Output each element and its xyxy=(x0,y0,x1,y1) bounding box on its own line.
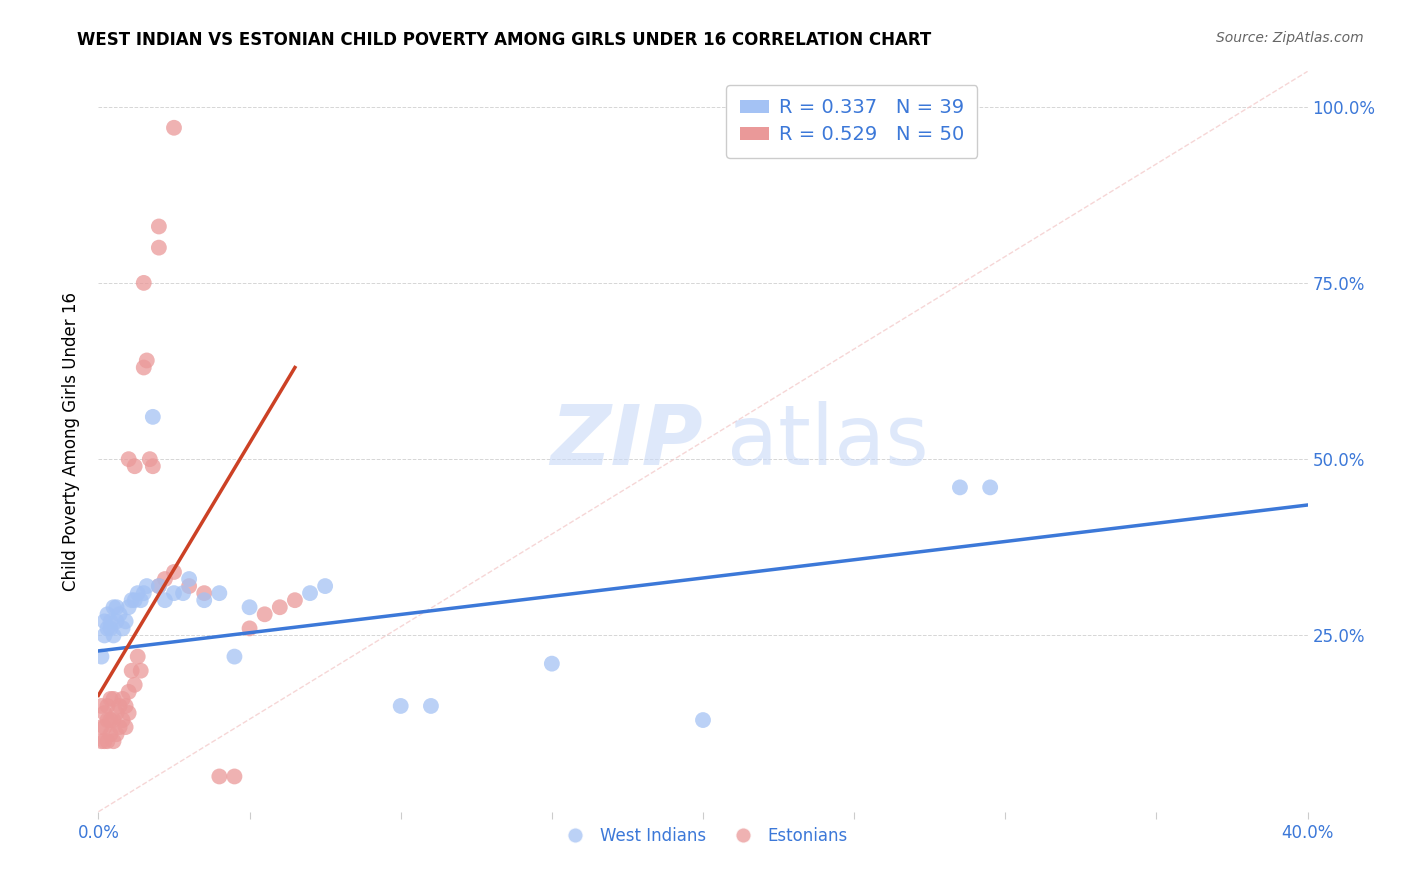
Point xyxy=(253,607,276,622)
Point xyxy=(96,698,118,713)
Point xyxy=(148,219,170,234)
Point xyxy=(208,586,231,600)
Point xyxy=(108,607,131,622)
Point xyxy=(114,698,136,713)
Point xyxy=(93,628,115,642)
Point xyxy=(90,720,112,734)
Point xyxy=(103,628,125,642)
Point xyxy=(179,572,201,586)
Point xyxy=(139,452,162,467)
Point xyxy=(172,586,194,600)
Point xyxy=(135,353,157,368)
Point xyxy=(118,706,141,720)
Point xyxy=(90,734,112,748)
Point xyxy=(121,593,143,607)
Point xyxy=(142,459,165,474)
Point xyxy=(105,727,128,741)
Point xyxy=(105,706,128,720)
Point xyxy=(121,664,143,678)
Text: ZIP: ZIP xyxy=(550,401,703,482)
Point xyxy=(127,586,149,600)
Point xyxy=(129,593,152,607)
Point xyxy=(96,621,118,635)
Point xyxy=(108,720,131,734)
Point xyxy=(103,692,125,706)
Point xyxy=(314,579,336,593)
Point xyxy=(224,769,246,783)
Point xyxy=(93,706,115,720)
Point xyxy=(100,713,122,727)
Point xyxy=(142,409,165,424)
Point xyxy=(118,685,141,699)
Point xyxy=(124,459,146,474)
Point xyxy=(127,649,149,664)
Point xyxy=(100,727,122,741)
Point xyxy=(103,713,125,727)
Point xyxy=(389,698,412,713)
Point xyxy=(96,607,118,622)
Point xyxy=(979,480,1001,494)
Point xyxy=(111,692,134,706)
Point xyxy=(124,678,146,692)
Point xyxy=(420,698,443,713)
Point xyxy=(163,586,186,600)
Point xyxy=(103,734,125,748)
Point xyxy=(239,621,262,635)
Point xyxy=(93,615,115,629)
Point xyxy=(100,615,122,629)
Point xyxy=(90,698,112,713)
Text: atlas: atlas xyxy=(727,401,929,482)
Point xyxy=(224,649,246,664)
Point xyxy=(148,579,170,593)
Point xyxy=(111,621,134,635)
Point xyxy=(269,600,291,615)
Point xyxy=(179,579,201,593)
Point xyxy=(118,452,141,467)
Legend: West Indians, Estonians: West Indians, Estonians xyxy=(551,820,855,852)
Point xyxy=(105,600,128,615)
Point xyxy=(148,241,170,255)
Point xyxy=(148,579,170,593)
Point xyxy=(129,664,152,678)
Point xyxy=(239,600,262,615)
Point xyxy=(208,769,231,783)
Point xyxy=(105,615,128,629)
Point xyxy=(299,586,322,600)
Point xyxy=(103,600,125,615)
Point xyxy=(100,692,122,706)
Point xyxy=(132,276,155,290)
Point xyxy=(108,698,131,713)
Text: WEST INDIAN VS ESTONIAN CHILD POVERTY AMONG GIRLS UNDER 16 CORRELATION CHART: WEST INDIAN VS ESTONIAN CHILD POVERTY AM… xyxy=(77,31,932,49)
Text: Source: ZipAtlas.com: Source: ZipAtlas.com xyxy=(1216,31,1364,45)
Point xyxy=(132,586,155,600)
Point xyxy=(949,480,972,494)
Point xyxy=(163,120,186,135)
Point xyxy=(193,586,215,600)
Point xyxy=(111,713,134,727)
Point xyxy=(114,615,136,629)
Point xyxy=(692,713,714,727)
Point xyxy=(114,720,136,734)
Y-axis label: Child Poverty Among Girls Under 16: Child Poverty Among Girls Under 16 xyxy=(62,292,80,591)
Point xyxy=(153,572,176,586)
Point xyxy=(124,593,146,607)
Point xyxy=(193,593,215,607)
Point xyxy=(135,579,157,593)
Point xyxy=(100,621,122,635)
Point xyxy=(96,734,118,748)
Point xyxy=(118,600,141,615)
Point xyxy=(93,734,115,748)
Point xyxy=(153,593,176,607)
Point xyxy=(163,565,186,579)
Point xyxy=(132,360,155,375)
Point xyxy=(540,657,562,671)
Point xyxy=(96,713,118,727)
Point xyxy=(93,720,115,734)
Point xyxy=(90,649,112,664)
Point xyxy=(284,593,307,607)
